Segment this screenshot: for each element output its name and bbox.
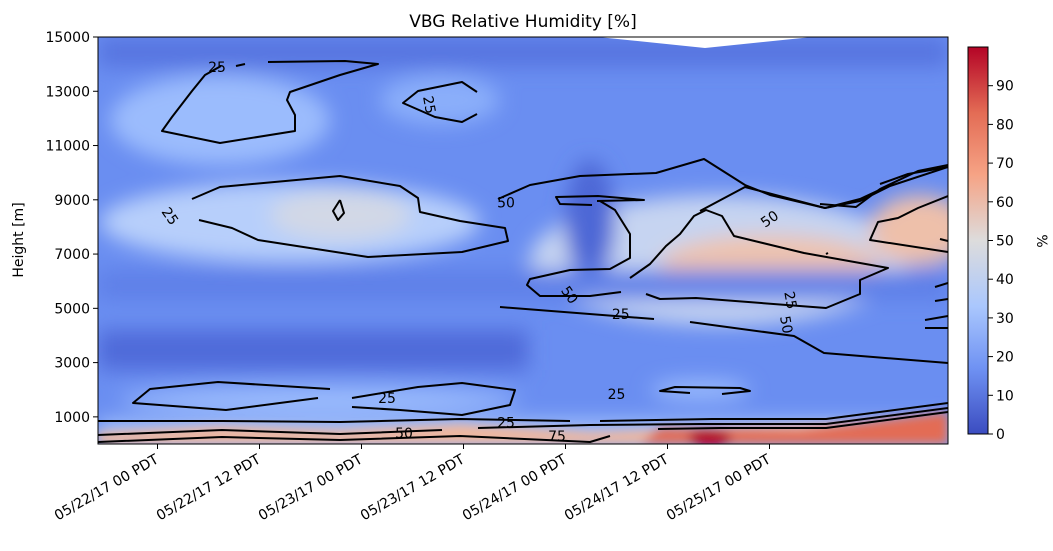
colorbar-tick-label: 90	[996, 79, 1014, 95]
contour-label: 50	[497, 196, 515, 212]
contour-label: 50	[395, 426, 413, 442]
colorbar-tick-label: 0	[996, 427, 1005, 443]
contour-25	[499, 306, 948, 364]
y-tick-label: 13000	[45, 84, 90, 100]
contour-label: 75	[548, 429, 566, 445]
contour-50	[98, 407, 948, 436]
colorbar-tick-label: 40	[996, 272, 1014, 288]
contour-label: 25	[497, 415, 515, 431]
contour-label: 25	[419, 95, 438, 115]
colorbar-ticks: 0 10 20 30 40 50 60 70 80 90	[988, 79, 1014, 443]
y-tick-label: 1000	[54, 410, 90, 426]
contour-label: 25	[608, 387, 626, 403]
contour-label: 50	[776, 315, 795, 335]
y-tick-label: 11000	[45, 139, 90, 155]
contour-25	[869, 166, 948, 253]
colorbar	[967, 46, 989, 435]
x-tick-label: 05/24/17 00 PDT	[460, 451, 570, 524]
contour-label: 25	[780, 290, 799, 310]
contour-25	[924, 282, 948, 329]
colorbar-label: %	[1033, 234, 1049, 247]
contour-lines	[98, 60, 948, 443]
y-axis: 1000 3000 5000 7000 9000 11000 13000 15000	[45, 30, 98, 426]
colorbar-tick-label: 30	[996, 311, 1014, 327]
contour-label: 25	[378, 391, 396, 407]
contour-50	[939, 238, 948, 242]
contour-50	[497, 158, 891, 209]
x-tick-label: 05/23/17 00 PDT	[256, 451, 366, 524]
contour-25	[402, 81, 478, 123]
contour-25	[132, 381, 516, 416]
humidity-field	[98, 37, 948, 444]
y-tick-label: 3000	[54, 356, 90, 372]
colorbar-tick-label: 80	[996, 117, 1014, 133]
y-axis-label: Height [m]	[11, 202, 27, 277]
x-tick-label: 05/22/17 12 PDT	[154, 451, 264, 524]
colorbar-tick-label: 70	[996, 156, 1014, 172]
contour-25	[659, 386, 751, 395]
contour-25	[191, 175, 509, 258]
contour-25	[825, 252, 829, 255]
contour-25	[98, 402, 948, 423]
y-tick-label: 9000	[54, 193, 90, 209]
y-tick-label: 7000	[54, 247, 90, 263]
x-tick-label: 05/24/17 12 PDT	[562, 451, 672, 524]
colorbar-tick-label: 60	[996, 195, 1014, 211]
chart-title: VBG Relative Humidity [%]	[409, 12, 636, 32]
colorbar-tick-label: 20	[996, 350, 1014, 366]
contour-label: 25	[612, 307, 630, 323]
x-tick-label: 05/25/17 00 PDT	[664, 451, 774, 524]
plot-frame	[97, 36, 949, 445]
contour-25	[332, 199, 345, 221]
colorbar-tick-label: 10	[996, 388, 1014, 404]
y-tick-label: 15000	[45, 30, 90, 46]
x-tick-label: 05/23/17 12 PDT	[358, 451, 468, 524]
contour-75	[98, 411, 948, 443]
contour-25	[161, 60, 379, 144]
contour-label: 25	[208, 60, 226, 76]
x-tick-label: 05/22/17 00 PDT	[52, 451, 162, 524]
contour-50	[526, 200, 889, 309]
colorbar-tick-label: 50	[996, 234, 1014, 250]
missing-data-region	[598, 37, 812, 48]
y-tick-label: 5000	[54, 301, 90, 317]
